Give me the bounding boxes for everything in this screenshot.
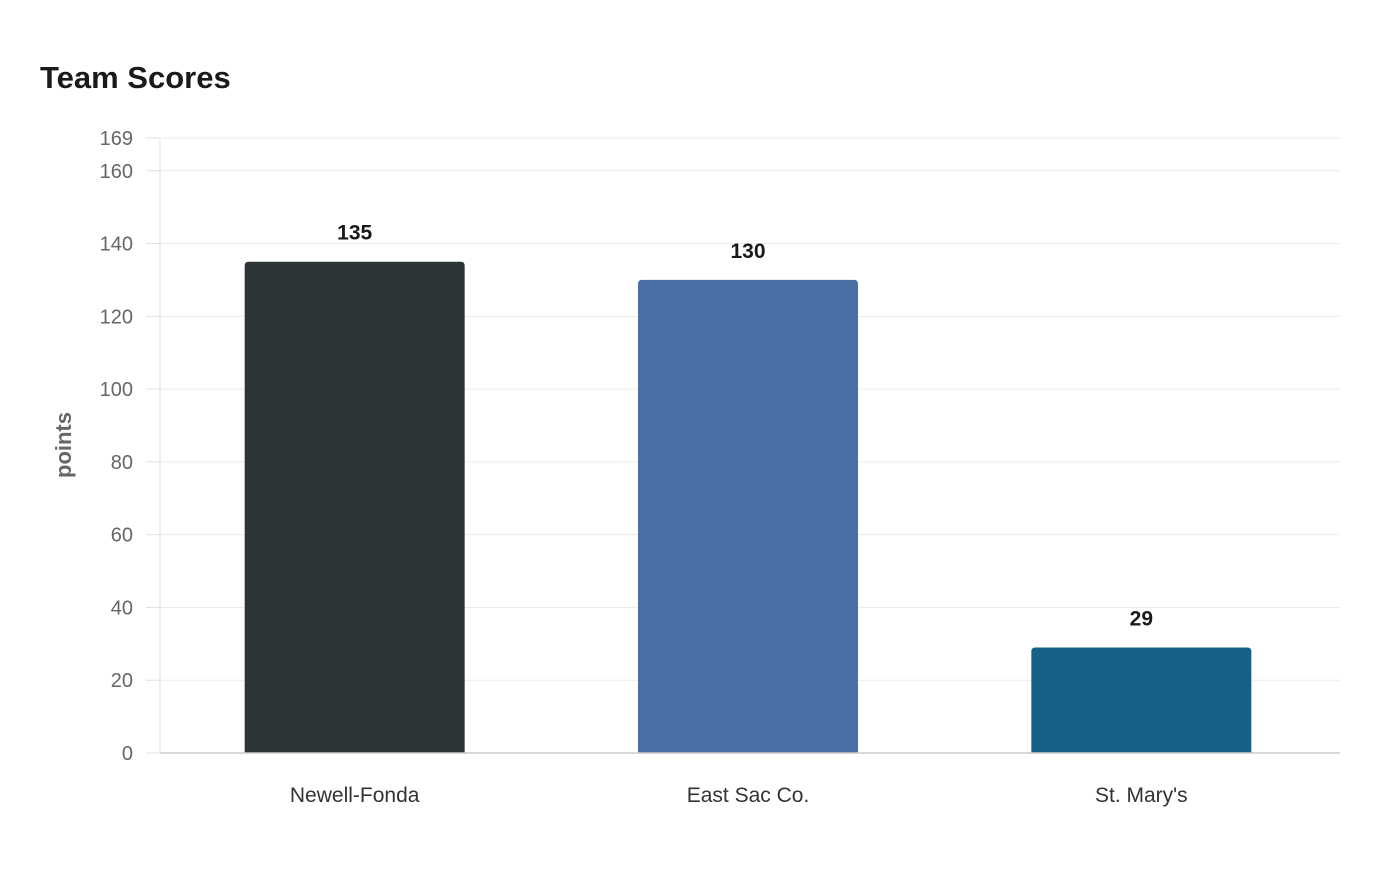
category-label: St. Mary's xyxy=(1095,784,1188,807)
y-tick-label: 80 xyxy=(111,452,133,474)
value-label: 135 xyxy=(337,222,372,245)
y-tick-label: 60 xyxy=(111,525,133,547)
bar-3 xyxy=(1031,647,1252,753)
value-labels: 135 130 29 xyxy=(337,222,1153,631)
y-tick-label: 120 xyxy=(100,306,133,328)
y-tick-label: 100 xyxy=(100,379,133,401)
y-tick-label: 160 xyxy=(100,161,133,183)
bar-1 xyxy=(244,261,465,753)
y-axis-title: points xyxy=(51,412,76,478)
y-tick-label: 20 xyxy=(111,670,133,692)
y-tick-label: 40 xyxy=(111,597,133,619)
value-label: 130 xyxy=(730,240,765,263)
chart-title: Team Scores xyxy=(40,60,231,95)
bar-2 xyxy=(638,279,858,753)
y-tick-label: 140 xyxy=(100,234,133,256)
bars xyxy=(244,261,1252,753)
y-axis-ticks: 0 20 40 60 80 100 120 140 160 169 xyxy=(100,128,160,765)
category-labels: Newell-Fonda East Sac Co. St. Mary's xyxy=(290,784,1188,807)
y-tick-label: 169 xyxy=(100,128,133,150)
category-label: East Sac Co. xyxy=(687,784,810,807)
category-label: Newell-Fonda xyxy=(290,784,420,807)
y-tick-label: 0 xyxy=(122,743,133,765)
value-label: 29 xyxy=(1130,607,1153,630)
